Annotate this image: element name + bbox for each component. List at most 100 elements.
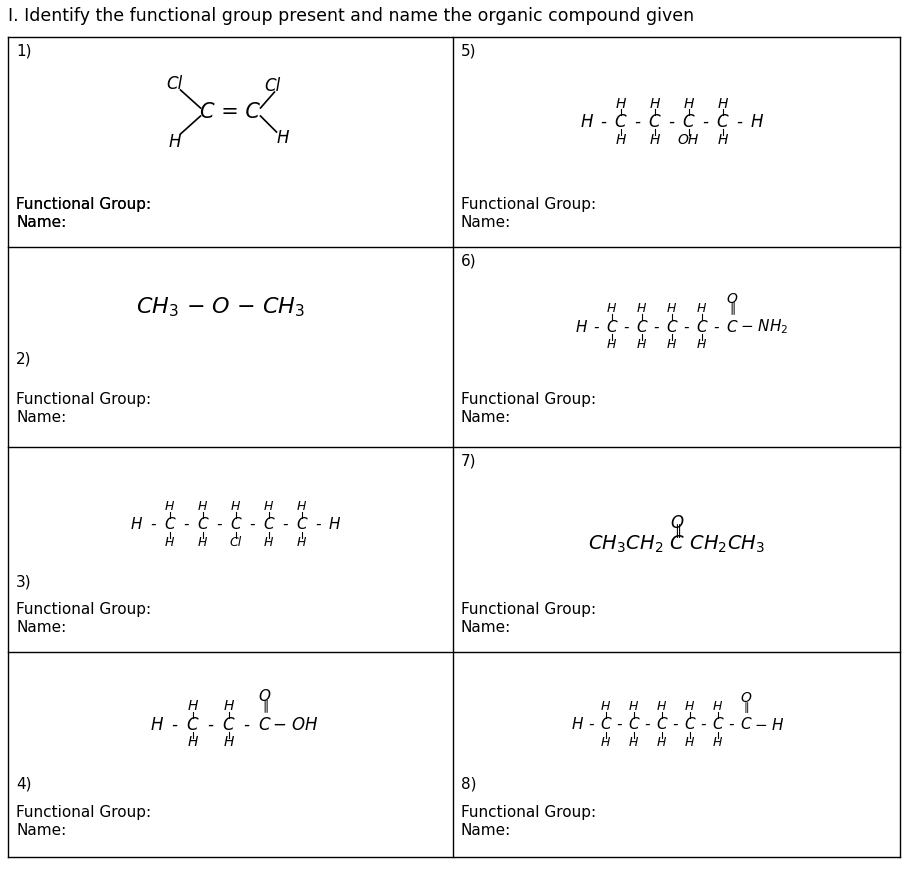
Text: Name:: Name: (461, 215, 512, 230)
Text: 8): 8) (461, 776, 476, 792)
Text: H: H (667, 303, 677, 316)
Text: H: H (165, 500, 174, 513)
Text: CH$_3$ $-$ O $-$ CH$_3$: CH$_3$ $-$ O $-$ CH$_3$ (136, 296, 305, 319)
Text: Cl: Cl (264, 77, 280, 95)
Text: ∥: ∥ (744, 702, 749, 713)
Text: -: - (668, 113, 675, 131)
Text: -: - (216, 517, 221, 532)
Text: -: - (600, 113, 607, 131)
Text: -: - (282, 517, 288, 532)
Text: O: O (670, 514, 683, 531)
Text: H: H (277, 129, 288, 147)
Text: H: H (685, 736, 694, 749)
Text: Name:: Name: (16, 823, 66, 838)
Text: Functional Group:: Functional Group: (461, 805, 596, 820)
Text: -: - (171, 716, 178, 733)
Text: Functional Group:: Functional Group: (16, 197, 151, 212)
Text: H: H (717, 97, 727, 111)
Text: Functional Group:: Functional Group: (16, 197, 151, 212)
Text: C: C (649, 113, 660, 131)
Text: Functional Group:: Functional Group: (461, 602, 596, 617)
Text: ∥: ∥ (674, 524, 681, 538)
Text: H: H (615, 97, 626, 111)
Text: C: C (297, 517, 307, 532)
Text: Cl: Cl (229, 536, 241, 549)
Text: H: H (629, 700, 639, 713)
Text: -: - (208, 716, 213, 733)
Text: ∥: ∥ (729, 302, 736, 315)
Text: 5): 5) (461, 43, 476, 58)
Text: H: H (297, 500, 307, 513)
Text: H: H (223, 700, 234, 714)
Text: H: H (198, 536, 207, 549)
Text: C: C (712, 717, 723, 732)
Text: -: - (701, 717, 707, 732)
Text: 4): 4) (16, 776, 32, 792)
Text: H: H (657, 736, 666, 749)
Text: O: O (258, 689, 270, 704)
Text: -: - (594, 319, 600, 334)
Text: C: C (258, 716, 270, 733)
Text: H: H (169, 133, 180, 151)
Text: C: C (636, 319, 647, 334)
Text: C: C (629, 717, 639, 732)
Text: H: H (713, 736, 722, 749)
Text: H: H (637, 303, 646, 316)
Text: H: H (223, 736, 234, 750)
Text: -: - (736, 113, 743, 131)
Text: H: H (713, 700, 722, 713)
Text: H: H (198, 500, 207, 513)
Text: H: H (328, 517, 340, 532)
Text: 6): 6) (461, 253, 476, 268)
Text: H: H (750, 113, 763, 131)
Text: Functional Group:: Functional Group: (16, 805, 151, 820)
Text: -: - (589, 717, 594, 732)
Text: 7): 7) (461, 453, 476, 468)
Text: -: - (243, 716, 249, 733)
Text: 2): 2) (16, 352, 32, 367)
Text: Cl: Cl (166, 75, 182, 93)
Text: H: H (607, 303, 616, 316)
Text: -: - (645, 717, 650, 732)
Text: -: - (703, 113, 708, 131)
Text: Name:: Name: (16, 410, 66, 425)
Text: C: C (697, 319, 707, 334)
Text: H: H (629, 736, 639, 749)
Text: -: - (714, 319, 719, 334)
Text: H: H (637, 339, 646, 352)
Text: Name:: Name: (16, 620, 66, 635)
Text: C: C (615, 113, 627, 131)
Text: O: O (727, 292, 736, 306)
Text: H: H (607, 339, 616, 352)
Text: Name:: Name: (461, 823, 512, 838)
Text: -: - (183, 517, 189, 532)
Text: Functional Group:: Functional Group: (16, 602, 151, 617)
Text: H: H (131, 517, 142, 532)
Text: H: H (165, 536, 174, 549)
Text: -: - (624, 319, 629, 334)
Text: I. Identify the functional group present and name the organic compound given: I. Identify the functional group present… (8, 7, 694, 25)
Text: -: - (249, 517, 255, 532)
Text: H: H (615, 133, 626, 147)
Text: C: C (223, 716, 234, 733)
Text: C: C (656, 717, 667, 732)
Text: 3): 3) (16, 574, 32, 589)
Text: -: - (617, 717, 622, 732)
Text: Functional Group:: Functional Group: (461, 197, 596, 212)
Text: C = C: C = C (200, 102, 260, 122)
Text: C: C (717, 113, 728, 131)
Text: C: C (684, 717, 695, 732)
Text: C: C (263, 517, 274, 532)
Text: H: H (297, 536, 307, 549)
Text: C: C (187, 716, 199, 733)
Text: H: H (264, 536, 273, 549)
Text: 1): 1) (16, 43, 32, 58)
Text: Name:: Name: (461, 410, 512, 425)
Text: -: - (654, 319, 659, 334)
Text: $-$ OH: $-$ OH (272, 716, 319, 733)
Text: C: C (666, 319, 677, 334)
Text: H: H (649, 97, 659, 111)
Text: H: H (685, 700, 694, 713)
Text: C: C (230, 517, 241, 532)
Text: -: - (684, 319, 689, 334)
